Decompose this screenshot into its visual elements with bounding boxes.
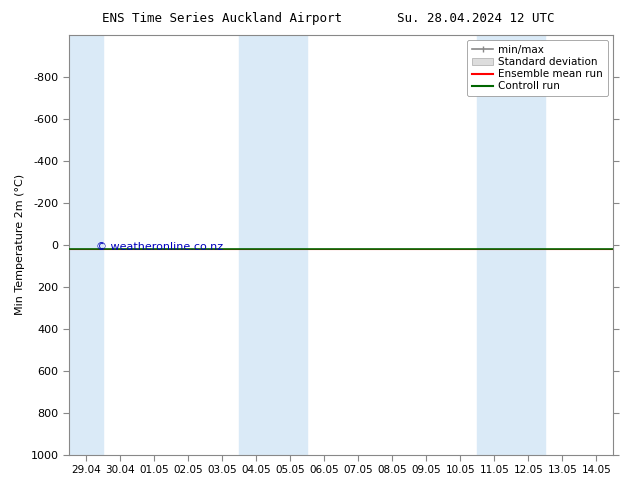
Bar — [477, 35, 545, 455]
Text: Su. 28.04.2024 12 UTC: Su. 28.04.2024 12 UTC — [397, 12, 554, 25]
Y-axis label: Min Temperature 2m (°C): Min Temperature 2m (°C) — [15, 174, 25, 315]
Text: © weatheronline.co.nz: © weatheronline.co.nz — [96, 242, 223, 252]
Bar — [69, 35, 103, 455]
Bar — [239, 35, 307, 455]
Text: ENS Time Series Auckland Airport: ENS Time Series Auckland Airport — [102, 12, 342, 25]
Legend: min/max, Standard deviation, Ensemble mean run, Controll run: min/max, Standard deviation, Ensemble me… — [467, 40, 608, 97]
